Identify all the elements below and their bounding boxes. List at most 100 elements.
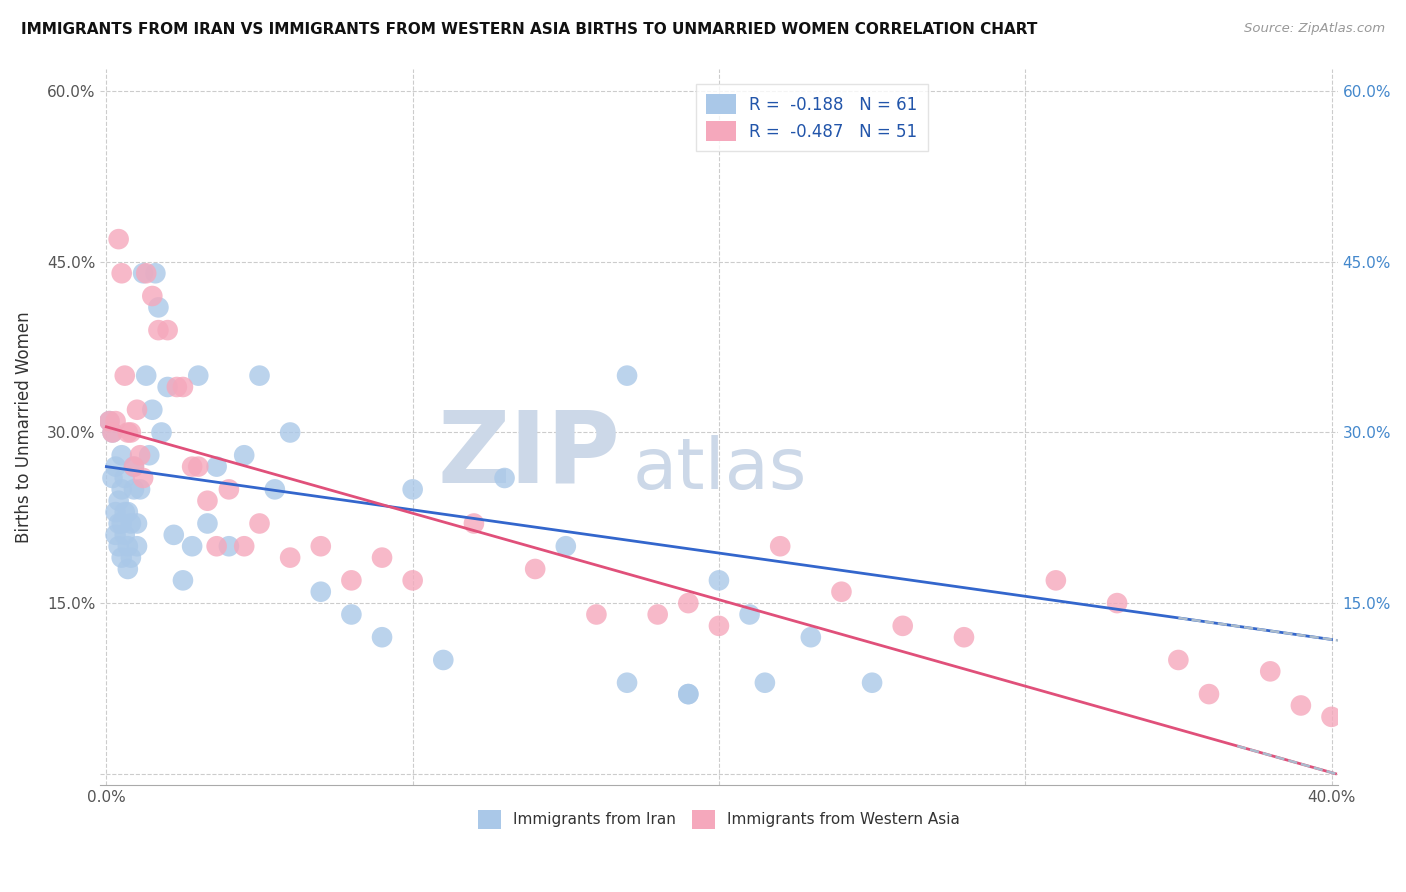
- Point: [187, 459, 209, 474]
- Point: [678, 687, 700, 701]
- Point: [114, 528, 136, 542]
- Point: [340, 607, 363, 622]
- Point: [1382, 687, 1405, 701]
- Point: [1351, 653, 1374, 667]
- Point: [754, 675, 776, 690]
- Point: [707, 574, 730, 588]
- Point: [107, 516, 129, 531]
- Point: [111, 266, 134, 280]
- Point: [148, 323, 170, 337]
- Point: [340, 574, 363, 588]
- Point: [107, 232, 129, 246]
- Point: [125, 402, 148, 417]
- Point: [218, 539, 240, 553]
- Point: [122, 459, 145, 474]
- Point: [494, 471, 516, 485]
- Point: [738, 607, 761, 622]
- Point: [678, 596, 700, 610]
- Point: [860, 675, 883, 690]
- Point: [616, 675, 638, 690]
- Point: [125, 516, 148, 531]
- Point: [205, 539, 228, 553]
- Point: [156, 323, 179, 337]
- Point: [181, 459, 204, 474]
- Point: [120, 516, 142, 531]
- Point: [554, 539, 576, 553]
- Point: [135, 266, 157, 280]
- Point: [125, 539, 148, 553]
- Point: [150, 425, 173, 440]
- Point: [891, 619, 914, 633]
- Point: [141, 289, 163, 303]
- Point: [120, 425, 142, 440]
- Point: [800, 630, 823, 644]
- Point: [197, 516, 219, 531]
- Point: [107, 539, 129, 553]
- Point: [432, 653, 454, 667]
- Point: [104, 528, 127, 542]
- Point: [148, 301, 170, 315]
- Point: [104, 414, 127, 428]
- Point: [117, 425, 139, 440]
- Point: [309, 539, 332, 553]
- Point: [707, 619, 730, 633]
- Point: [101, 471, 124, 485]
- Point: [129, 448, 152, 462]
- Point: [181, 539, 204, 553]
- Point: [98, 414, 121, 428]
- Point: [585, 607, 607, 622]
- Point: [218, 483, 240, 497]
- Point: [1198, 687, 1220, 701]
- Point: [278, 425, 301, 440]
- Point: [163, 528, 186, 542]
- Point: [98, 414, 121, 428]
- Point: [138, 448, 160, 462]
- Point: [278, 550, 301, 565]
- Point: [647, 607, 669, 622]
- Y-axis label: Births to Unmarried Women: Births to Unmarried Women: [15, 311, 32, 542]
- Point: [371, 550, 394, 565]
- Point: [1289, 698, 1312, 713]
- Legend: Immigrants from Iran, Immigrants from Western Asia: Immigrants from Iran, Immigrants from We…: [472, 804, 966, 835]
- Point: [830, 584, 852, 599]
- Text: IMMIGRANTS FROM IRAN VS IMMIGRANTS FROM WESTERN ASIA BIRTHS TO UNMARRIED WOMEN C: IMMIGRANTS FROM IRAN VS IMMIGRANTS FROM …: [21, 22, 1038, 37]
- Point: [117, 539, 139, 553]
- Point: [101, 425, 124, 440]
- Point: [205, 459, 228, 474]
- Point: [524, 562, 547, 576]
- Point: [166, 380, 188, 394]
- Point: [197, 493, 219, 508]
- Point: [371, 630, 394, 644]
- Point: [111, 483, 134, 497]
- Text: Source: ZipAtlas.com: Source: ZipAtlas.com: [1244, 22, 1385, 36]
- Point: [104, 505, 127, 519]
- Point: [132, 266, 155, 280]
- Point: [122, 483, 145, 497]
- Point: [187, 368, 209, 383]
- Point: [249, 368, 271, 383]
- Point: [401, 483, 423, 497]
- Point: [401, 574, 423, 588]
- Point: [145, 266, 167, 280]
- Point: [309, 584, 332, 599]
- Point: [122, 459, 145, 474]
- Point: [678, 687, 700, 701]
- Point: [132, 471, 155, 485]
- Point: [107, 493, 129, 508]
- Point: [156, 380, 179, 394]
- Point: [114, 368, 136, 383]
- Point: [135, 368, 157, 383]
- Point: [172, 380, 194, 394]
- Point: [953, 630, 976, 644]
- Point: [111, 516, 134, 531]
- Point: [104, 459, 127, 474]
- Point: [117, 562, 139, 576]
- Point: [1258, 665, 1281, 679]
- Point: [233, 448, 256, 462]
- Point: [117, 505, 139, 519]
- Point: [111, 550, 134, 565]
- Point: [463, 516, 485, 531]
- Point: [1320, 710, 1343, 724]
- Point: [1167, 653, 1189, 667]
- Point: [233, 539, 256, 553]
